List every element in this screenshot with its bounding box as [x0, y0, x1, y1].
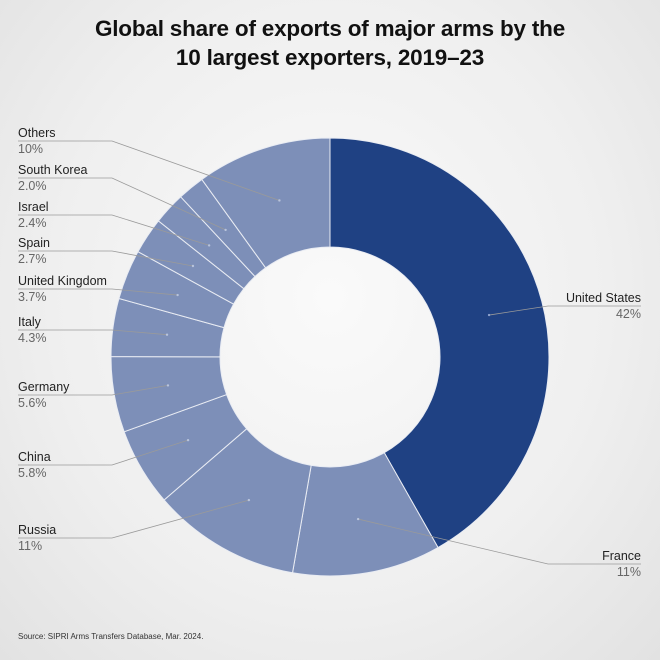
slice-label-spain: Spain	[18, 236, 50, 250]
leader-line-united-states	[488, 305, 641, 316]
slice-value-others: 10%	[18, 142, 43, 156]
leader-line-others	[18, 140, 280, 201]
donut-slices	[110, 137, 550, 577]
leader-dot-russia	[247, 498, 251, 502]
slice-value-france: 11%	[617, 565, 641, 579]
leader-line-spain	[18, 250, 194, 267]
slice-value-china: 5.8%	[18, 466, 47, 480]
slice-label-china: China	[18, 450, 51, 464]
leader-dot-spain	[191, 264, 195, 268]
leader-dot-united-kingdom	[176, 293, 179, 297]
leader-line-russia	[18, 499, 249, 539]
leader-line-south-korea	[18, 177, 226, 231]
leader-dot-china	[186, 438, 190, 442]
slice-labels: United States 42% France 11% Russia 11% China 5…	[18, 126, 641, 579]
slice-value-united-states: 42%	[616, 307, 641, 321]
leader-line-germany	[18, 385, 169, 396]
slice-value-united-kingdom: 3.7%	[18, 290, 47, 304]
slice-value-russia: 11%	[18, 539, 42, 553]
leader-dot-united-states	[487, 313, 491, 317]
chart-title-line-1: Global share of exports of major arms by…	[94, 16, 566, 41]
leader-line-france	[358, 518, 641, 565]
slice-value-italy: 4.3%	[18, 331, 47, 345]
slice-label-united-states: United States	[566, 291, 641, 305]
leader-dot-italy	[165, 333, 169, 336]
chart-title-line-2: 10 largest exporters, 2019–23	[175, 45, 485, 70]
leader-dot-france	[356, 517, 360, 521]
leader-line-united-kingdom	[18, 288, 178, 296]
leader-dot-others	[278, 199, 281, 202]
slice-label-france: France	[602, 549, 641, 563]
leader-line-italy	[18, 329, 168, 336]
slice-label-united-kingdom: United Kingdom	[18, 274, 107, 288]
slice-value-south-korea: 2.0%	[18, 179, 47, 193]
leader-dot-germany	[166, 384, 170, 387]
slice-label-italy: Italy	[18, 315, 42, 329]
leader-line-israel	[18, 214, 210, 246]
slice-value-germany: 5.6%	[18, 396, 47, 410]
slice-label-south-korea: South Korea	[18, 163, 88, 177]
slice-label-germany: Germany	[18, 380, 70, 394]
leader-line-china	[18, 439, 189, 466]
source-note: Source: SIPRI Arms Transfers Database, M…	[18, 632, 204, 641]
leader-dot-south-korea	[224, 228, 227, 232]
leader-lines	[18, 140, 641, 565]
slice-value-spain: 2.7%	[18, 252, 47, 266]
slice-label-others: Others	[18, 126, 56, 140]
slice-value-israel: 2.4%	[18, 216, 47, 230]
slice-united-states	[329, 137, 550, 549]
slice-label-russia: Russia	[18, 523, 56, 537]
slice-label-israel: Israel	[18, 200, 49, 214]
chart-title: Global share of exports of major arms by…	[0, 14, 660, 72]
leader-dot-israel	[207, 244, 211, 247]
slice-others	[201, 137, 331, 269]
